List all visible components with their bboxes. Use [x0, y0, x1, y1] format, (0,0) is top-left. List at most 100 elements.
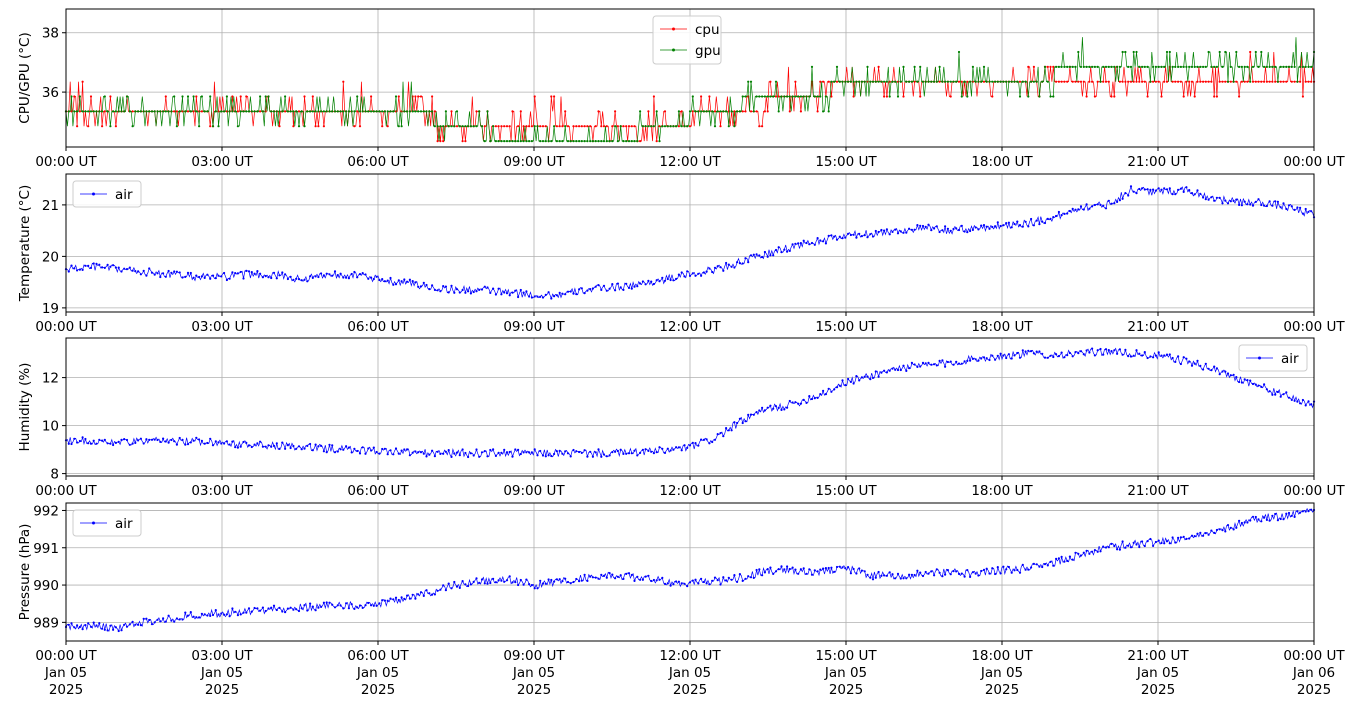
data-point [816, 110, 819, 113]
data-point [744, 577, 747, 580]
data-point [902, 364, 905, 367]
data-point [641, 280, 645, 283]
data-point [600, 288, 603, 291]
data-point [167, 269, 170, 273]
data-point [1185, 357, 1188, 360]
data-point [1157, 80, 1160, 83]
data-point [1229, 65, 1232, 68]
data-point [181, 276, 184, 279]
data-point [885, 95, 889, 98]
data-point [702, 110, 706, 113]
x-tick-label: 15:00 UT [815, 154, 877, 170]
data-point [952, 227, 955, 231]
data-point [339, 272, 342, 275]
data-point [444, 285, 447, 288]
data-point [841, 379, 844, 382]
data-point [1177, 80, 1180, 83]
data-point [186, 110, 190, 113]
data-point [580, 140, 583, 143]
data-point [877, 375, 880, 378]
data-point [1038, 95, 1041, 98]
data-point [622, 125, 625, 128]
data-point [769, 80, 772, 83]
data-point [200, 275, 203, 278]
data-point [386, 453, 389, 456]
data-point [830, 566, 833, 569]
data-point [766, 568, 769, 571]
data-point [539, 295, 542, 298]
data-point [691, 579, 694, 582]
data-point [827, 234, 830, 237]
data-point [1118, 548, 1121, 551]
data-point [611, 451, 614, 454]
data-point [686, 270, 689, 273]
data-point [727, 263, 730, 266]
data-point [184, 110, 187, 113]
data-point [799, 242, 803, 245]
data-point [583, 573, 586, 576]
data-point [711, 270, 714, 274]
data-point [564, 125, 567, 128]
data-point [300, 279, 303, 282]
data-point [236, 446, 239, 449]
data-point [1055, 65, 1058, 68]
y-axis-label: Pressure (hPa) [17, 524, 33, 621]
data-point [1124, 80, 1127, 83]
data-point [1177, 188, 1180, 191]
data-point [1149, 537, 1152, 541]
data-point [70, 622, 73, 625]
data-point [192, 110, 195, 113]
data-point [763, 250, 767, 254]
data-point [1193, 535, 1196, 538]
data-point [486, 582, 489, 585]
data-point [453, 291, 456, 294]
data-point [530, 584, 534, 587]
data-point [1138, 187, 1141, 191]
data-point [142, 110, 145, 113]
data-point [533, 125, 536, 128]
data-point [572, 448, 575, 452]
data-point [475, 125, 478, 128]
data-point [933, 363, 936, 366]
data-point [952, 570, 955, 573]
data-point [1188, 360, 1191, 363]
data-point [370, 110, 373, 113]
data-point [184, 611, 187, 614]
data-point [883, 574, 886, 577]
data-point [1171, 536, 1174, 539]
data-point [797, 572, 800, 575]
data-point [1068, 209, 1071, 213]
data-point [497, 287, 500, 290]
data-point [322, 110, 325, 113]
data-point [957, 362, 961, 365]
data-point [1055, 80, 1058, 83]
legend-label: air [115, 516, 133, 532]
data-point [372, 604, 375, 607]
data-point [977, 228, 980, 231]
data-point [417, 95, 420, 98]
data-point [555, 450, 559, 453]
data-point [378, 278, 381, 282]
data-point [370, 604, 373, 607]
data-point [977, 359, 980, 362]
data-point [1202, 196, 1205, 199]
data-point [73, 626, 76, 629]
data-point [497, 125, 500, 128]
data-point [985, 225, 988, 228]
legend-label: cpu [695, 22, 720, 38]
data-point [799, 402, 803, 405]
data-point [1260, 385, 1263, 388]
data-point [1204, 532, 1207, 535]
data-point [112, 110, 115, 113]
data-point [675, 125, 678, 128]
data-point [1240, 521, 1243, 525]
data-point [550, 140, 553, 143]
data-point [1113, 349, 1116, 352]
data-point [1002, 224, 1005, 227]
data-point [880, 228, 883, 232]
data-point [303, 604, 306, 607]
x-tick-label: 03:00 UT [191, 154, 253, 170]
data-point [458, 454, 461, 457]
x-tick-date-label: Jan 05 [44, 665, 87, 681]
data-point [295, 277, 298, 280]
